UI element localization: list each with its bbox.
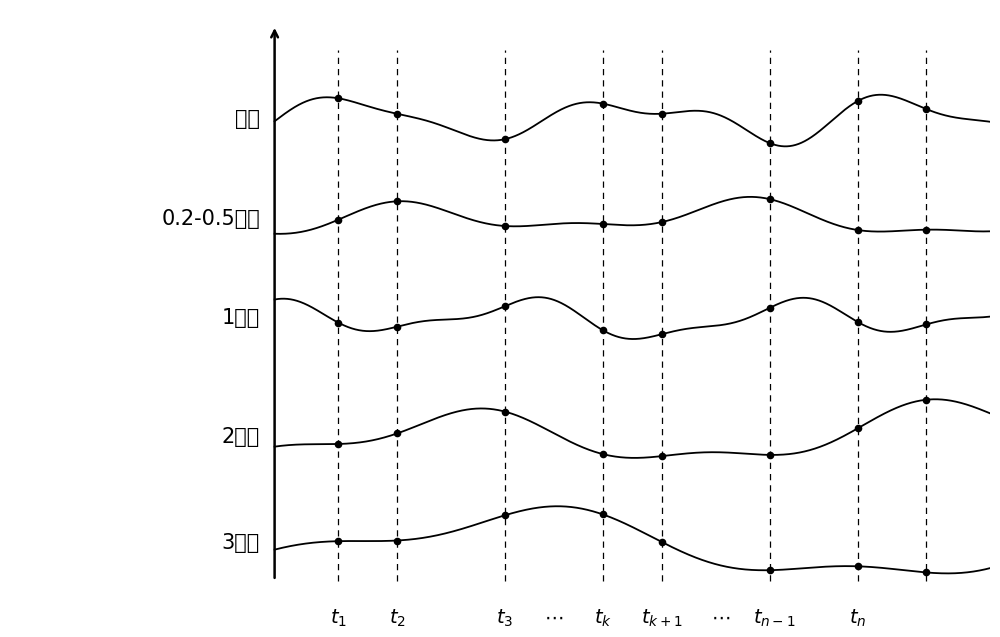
Text: $t_1$: $t_1$ xyxy=(330,608,347,629)
Text: $t_{k+1}$: $t_{k+1}$ xyxy=(641,608,683,629)
Text: 1倍频: 1倍频 xyxy=(222,308,260,329)
Text: $t_{n-1}$: $t_{n-1}$ xyxy=(753,608,796,629)
Text: 0.2-0.5倍频: 0.2-0.5倍频 xyxy=(161,209,260,229)
Text: $\cdots$: $\cdots$ xyxy=(544,609,564,627)
Text: 通频: 通频 xyxy=(235,109,260,129)
Text: 3倍频: 3倍频 xyxy=(222,533,260,553)
Text: $\cdots$: $\cdots$ xyxy=(711,609,730,627)
Text: $t_k$: $t_k$ xyxy=(594,608,612,629)
Text: $t_3$: $t_3$ xyxy=(496,608,513,629)
Text: $t_n$: $t_n$ xyxy=(849,608,866,629)
Text: 2倍频: 2倍频 xyxy=(222,427,260,447)
Text: $t_2$: $t_2$ xyxy=(389,608,406,629)
